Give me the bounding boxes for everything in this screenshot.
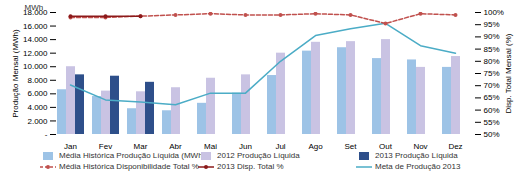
svg-text:85%: 85% xyxy=(484,45,500,54)
svg-text:80%: 80% xyxy=(484,57,500,66)
svg-text:Ago: Ago xyxy=(308,142,323,151)
svg-text:Set: Set xyxy=(344,142,357,151)
svg-text:Mai: Mai xyxy=(204,142,217,151)
svg-text:10.000: 10.000 xyxy=(23,62,48,71)
svg-text:Out: Out xyxy=(379,142,393,151)
svg-text:60%: 60% xyxy=(484,106,500,115)
svg-text:14.000: 14.000 xyxy=(23,35,48,44)
svg-text:55%: 55% xyxy=(484,118,500,127)
svg-text:Fev: Fev xyxy=(99,142,112,151)
svg-text:6.000: 6.000 xyxy=(27,89,48,98)
svg-text:Disp. Total Mensal (%): Disp. Total Mensal (%) xyxy=(504,33,513,113)
svg-text:Jan: Jan xyxy=(64,142,77,151)
html-text:2013 Disp. Total %: 2013 Disp. Total % xyxy=(217,162,284,171)
svg-text:Produção Mensal (MWh): Produção Mensal (MWh) xyxy=(11,29,20,118)
svg-text:18.000: 18.000 xyxy=(23,8,48,18)
svg-text:70%: 70% xyxy=(484,81,500,90)
svg-text:-: - xyxy=(45,130,48,139)
html-text:Meta de Produção 2013: Meta de Produção 2013 xyxy=(375,162,461,171)
html-text:2013 Produção Líquida: 2013 Produção Líquida xyxy=(375,151,458,160)
svg-text:65%: 65% xyxy=(484,93,500,102)
svg-text:Nov: Nov xyxy=(413,142,427,151)
svg-text:4.000: 4.000 xyxy=(27,103,48,112)
svg-text:12.000: 12.000 xyxy=(23,49,48,58)
html-text:Média Histórica Disponibilidad: Média Histórica Disponibilidade Total % xyxy=(59,162,199,171)
svg-text:95%: 95% xyxy=(484,20,500,29)
svg-text:Abr: Abr xyxy=(169,142,182,151)
svg-text:50%: 50% xyxy=(484,130,500,139)
svg-text:100%: 100% xyxy=(484,8,504,17)
svg-text:MWh: MWh xyxy=(25,3,44,12)
svg-text:16.000: 16.000 xyxy=(23,22,48,31)
svg-text:Jul: Jul xyxy=(275,142,285,151)
svg-text:90%: 90% xyxy=(484,32,500,41)
svg-text:8.000: 8.000 xyxy=(27,76,48,85)
html-text:Média Histórica Produção Líqui: Média Histórica Produção Líquida (MWh) xyxy=(59,151,206,160)
html-text:2012 Produção Líquida: 2012 Produção Líquida xyxy=(217,151,300,160)
svg-text:Dez: Dez xyxy=(448,142,462,151)
svg-text:Jun: Jun xyxy=(239,142,252,151)
svg-text:2.000: 2.000 xyxy=(27,117,48,126)
svg-text:75%: 75% xyxy=(484,69,500,78)
svg-text:Mar: Mar xyxy=(134,142,148,151)
